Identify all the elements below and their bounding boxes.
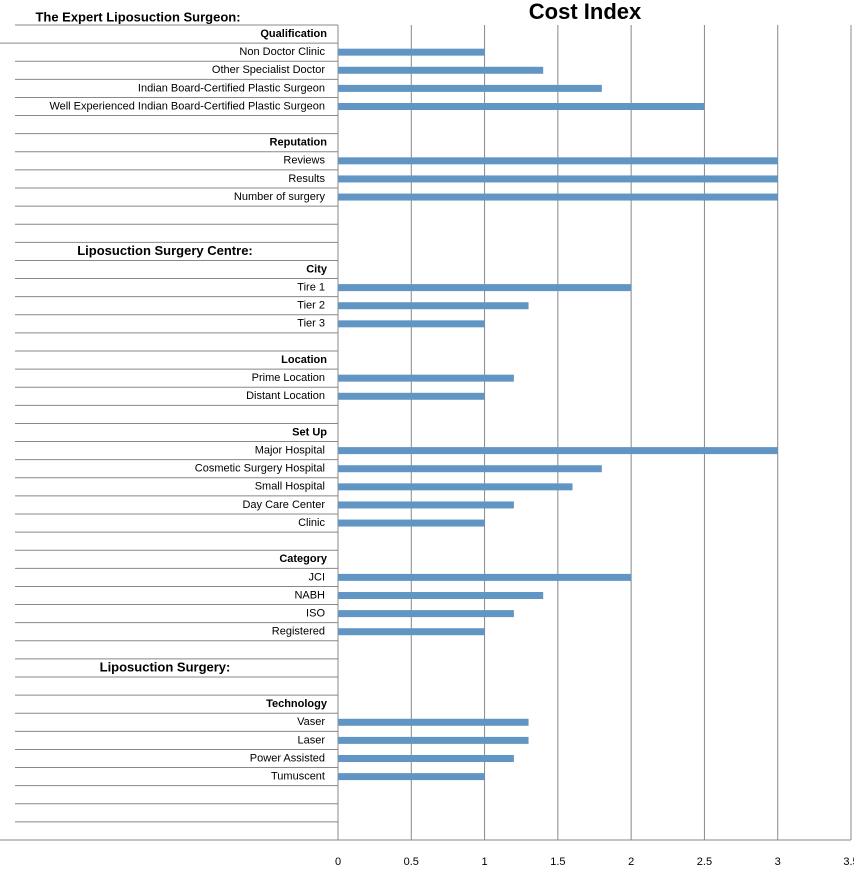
y-tick-label: Day Care Center: [242, 499, 325, 511]
x-tick-label: 2: [628, 856, 634, 868]
y-tick-label: Registered: [272, 626, 325, 638]
x-tick-label: 0.5: [404, 856, 419, 868]
y-tick-label: Results: [288, 173, 325, 185]
x-tick-label: 1.5: [550, 856, 565, 868]
y-tick-label: Tumuscent: [271, 771, 325, 783]
group-label: Technology: [266, 698, 328, 710]
bar: [338, 755, 514, 762]
y-tick-label: Vaser: [297, 716, 325, 728]
group-label: City: [306, 263, 328, 275]
y-tick-label: Prime Location: [252, 372, 325, 384]
section-label: Liposuction Surgery:: [100, 659, 231, 674]
bar: [338, 284, 632, 292]
y-tick-label: Number of surgery: [234, 191, 326, 203]
group-label: Location: [281, 354, 327, 366]
bar: [338, 66, 544, 74]
y-tick-label: Tire 1: [297, 282, 325, 294]
bar: [338, 374, 514, 382]
bar: [338, 392, 485, 400]
section-label: Liposuction Surgery Centre:: [77, 243, 253, 258]
x-tick-label: 1: [482, 856, 488, 868]
y-tick-label: Cosmetic Surgery Hospital: [195, 463, 325, 475]
y-tick-label: Major Hospital: [255, 445, 325, 457]
y-tick-label: Tier 3: [297, 318, 325, 330]
bar: [338, 592, 544, 599]
y-tick-label: Well Experienced Indian Board-Certified …: [49, 100, 325, 112]
y-tick-label: NABH: [294, 589, 325, 601]
group-label: Reputation: [270, 137, 328, 149]
bar: [338, 84, 602, 92]
bar: [338, 465, 602, 473]
y-tick-label: Reviews: [283, 155, 325, 167]
bar: [338, 773, 485, 781]
y-tick-label: Power Assisted: [250, 752, 325, 764]
bar: [338, 718, 529, 726]
section-heading: The Expert Liposuction Surgeon:: [35, 9, 240, 24]
bar: [338, 501, 514, 509]
y-tick-label: Laser: [297, 734, 325, 746]
bar: [338, 736, 529, 744]
bar: [338, 519, 485, 527]
bar: [338, 302, 529, 310]
y-tick-label: Other Specialist Doctor: [212, 64, 325, 76]
bar: [338, 628, 485, 636]
y-tick-label: Indian Board-Certified Plastic Surgeon: [138, 82, 325, 94]
bar: [338, 157, 778, 165]
bar: [338, 48, 485, 56]
chart-title: Cost Index: [529, 0, 642, 24]
group-label: Category: [279, 553, 328, 565]
bar: [338, 193, 778, 201]
group-label: Set Up: [292, 426, 327, 438]
y-tick-label: JCI: [309, 571, 326, 583]
bar: [338, 610, 514, 618]
bar: [338, 103, 705, 110]
bar: [338, 573, 632, 581]
bar: [338, 483, 573, 491]
bar: [338, 320, 485, 328]
x-tick-label: 0: [335, 856, 341, 868]
y-tick-label: Small Hospital: [255, 481, 325, 493]
y-tick-label: Non Doctor Clinic: [239, 46, 325, 58]
group-label: Qualification: [260, 28, 327, 40]
y-tick-label: Tier 2: [297, 300, 325, 312]
bar: [338, 447, 778, 455]
y-tick-label: Clinic: [298, 517, 325, 529]
x-tick-label: 2.5: [697, 856, 712, 868]
bar: [338, 175, 778, 183]
x-tick-label: 3: [775, 856, 781, 868]
y-tick-label: Distant Location: [246, 390, 325, 402]
y-tick-label: ISO: [306, 608, 325, 620]
x-tick-label: 3.5: [843, 856, 854, 868]
